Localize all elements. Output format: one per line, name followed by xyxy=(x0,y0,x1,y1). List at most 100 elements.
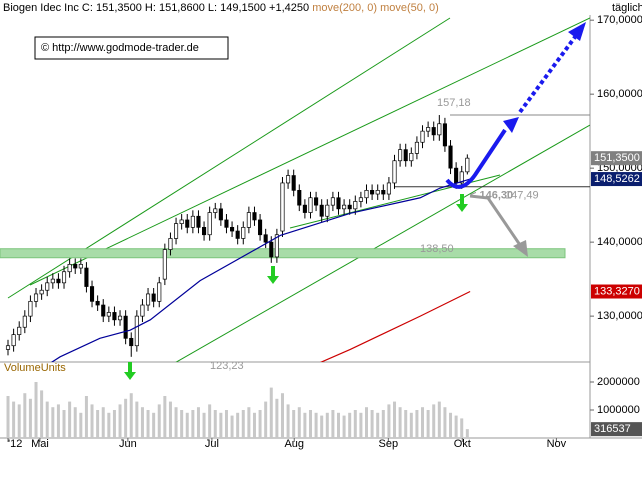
header: Biogen Idec Inc C: 151,3500 H: 151,8600 … xyxy=(3,2,642,14)
candle-body xyxy=(196,215,201,228)
candle-body xyxy=(123,315,128,339)
volume-bar xyxy=(124,398,128,438)
candle-body xyxy=(241,226,246,239)
volume-bar xyxy=(224,410,228,438)
candle-body xyxy=(140,304,145,317)
volume-bar xyxy=(180,410,184,438)
candle-body xyxy=(347,204,352,210)
volume-bar xyxy=(275,398,279,438)
volume-bar xyxy=(454,415,458,438)
volume-bar xyxy=(342,415,346,438)
volume-bar xyxy=(56,404,60,438)
volume-bar xyxy=(12,401,16,438)
y-tick-label: 130,0000 xyxy=(597,310,642,322)
candle-body xyxy=(420,130,425,143)
candle-body xyxy=(381,189,386,195)
volume-bar xyxy=(252,412,256,438)
volume-bar xyxy=(168,401,172,438)
moving-average xyxy=(50,178,471,362)
candle-body xyxy=(67,263,72,273)
volume-bar xyxy=(146,410,150,438)
forecast-arrow xyxy=(445,128,507,189)
volume-bar xyxy=(79,412,83,438)
candle-body xyxy=(465,157,470,173)
candle-body xyxy=(280,182,285,232)
candle-body xyxy=(33,293,39,302)
candle-body xyxy=(364,189,369,199)
volume-bar xyxy=(370,410,374,438)
candle-body xyxy=(89,286,95,302)
moving-averages xyxy=(50,178,471,362)
candle-body xyxy=(252,212,257,221)
legend-entry: move(200, 0) xyxy=(312,2,377,14)
volume-bar xyxy=(28,398,32,438)
candle-body xyxy=(269,241,274,258)
candle-body xyxy=(190,215,195,228)
volume-bar xyxy=(40,390,44,438)
candle-body xyxy=(112,312,117,321)
candle-body xyxy=(370,189,375,195)
moving-average xyxy=(319,290,471,362)
volume-box xyxy=(591,422,642,437)
price-label: 133,3270 xyxy=(594,285,640,297)
candle-body xyxy=(129,337,134,347)
legend-entry: move(50, 0) xyxy=(380,2,439,14)
candle-body xyxy=(50,278,55,284)
volume-bar xyxy=(202,412,206,438)
volume-bar xyxy=(118,404,122,438)
volume-last-label: 316537 xyxy=(594,423,631,435)
volume-bar xyxy=(376,412,380,438)
candle-body xyxy=(73,263,78,269)
copyright-box xyxy=(34,36,229,60)
volume-bar xyxy=(6,396,10,438)
volume-bar xyxy=(359,412,363,438)
candle-body xyxy=(28,300,33,317)
volume-bar xyxy=(432,404,436,438)
candle-body xyxy=(84,267,89,287)
candle-body xyxy=(297,189,302,206)
header-stats: C: 151,3500 H: 151,8600 L: 149,1500 +1,4… xyxy=(82,2,309,14)
levels xyxy=(0,114,590,259)
candle-body xyxy=(448,145,453,169)
volume-bar xyxy=(303,412,307,438)
volume-bar xyxy=(449,412,453,438)
candle-body xyxy=(314,197,319,206)
volume-bar xyxy=(421,407,425,438)
volume-bar xyxy=(73,407,77,438)
arrow-head xyxy=(503,117,519,133)
volume-bar xyxy=(320,415,324,438)
volume-bar xyxy=(107,412,111,438)
forecast-dotted-arrow xyxy=(518,35,577,114)
title: Biogen Idec Inc xyxy=(3,2,79,14)
candle-body xyxy=(224,219,229,228)
volume-bar xyxy=(325,412,329,438)
x-tick-label: '12 xyxy=(8,438,22,450)
x-tick-label: Jul xyxy=(205,438,219,450)
volume-bar xyxy=(101,407,105,438)
axes: 170,0000160,0000150,0000140,0000130,0000… xyxy=(7,14,642,450)
volume-bar xyxy=(23,393,27,438)
volume-bar xyxy=(135,401,139,438)
up-arrow xyxy=(124,362,136,380)
arrows xyxy=(124,22,586,380)
volume-bar xyxy=(241,410,245,438)
x-tick-label: Okt xyxy=(454,438,471,450)
candle-body xyxy=(162,249,167,280)
volume-bar xyxy=(409,412,413,438)
price-label: 151,3500 xyxy=(594,152,640,164)
candle-body xyxy=(168,238,173,250)
x-tick-label: Jun xyxy=(119,438,137,450)
candle-body xyxy=(263,234,268,243)
candle-body xyxy=(274,234,279,258)
candle-body xyxy=(414,141,419,154)
candle-body xyxy=(157,282,162,302)
header-text: Biogen Idec Inc C: 151,3500 H: 151,8600 … xyxy=(3,2,439,14)
volume-bar xyxy=(426,410,430,438)
candle-body xyxy=(202,226,207,236)
level-label: < 146,30 xyxy=(470,189,513,201)
volume-bar xyxy=(353,410,357,438)
candle-body xyxy=(230,226,235,232)
candle-body xyxy=(431,127,436,136)
candle-body xyxy=(207,212,212,236)
candle-body xyxy=(101,304,106,317)
